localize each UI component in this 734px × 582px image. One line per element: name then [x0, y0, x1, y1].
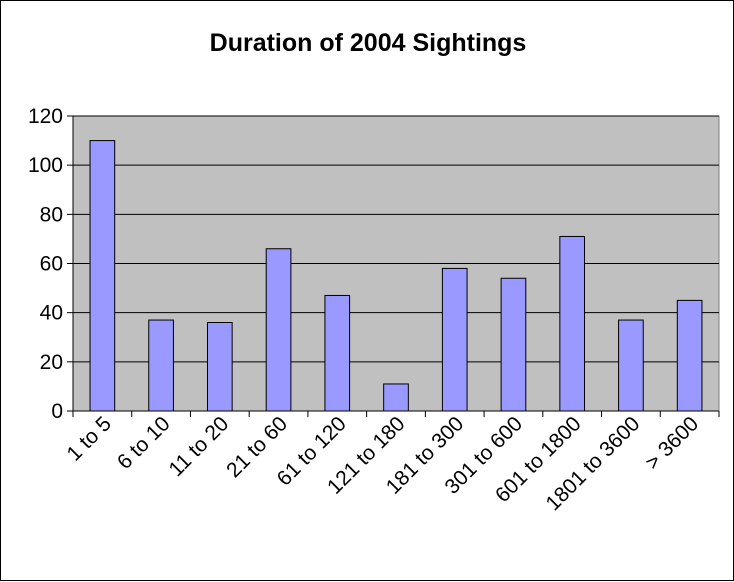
y-tick-label: 20 [40, 351, 63, 374]
bar [265, 248, 292, 412]
x-tick-label: > 3600 [641, 412, 703, 474]
y-tick-label: 120 [28, 105, 63, 128]
bar [441, 267, 468, 412]
bar [89, 140, 116, 412]
gridlines [73, 115, 719, 363]
bar [500, 277, 527, 412]
chart-title: Duration of 2004 Sightings [209, 29, 527, 57]
bar [324, 294, 351, 412]
y-tick-label: 0 [51, 400, 63, 423]
bars [89, 140, 703, 412]
bar [383, 383, 409, 412]
x-tick-label: 1 to 5 [62, 412, 115, 465]
bar [206, 322, 233, 412]
bar [559, 235, 586, 412]
x-tick-label: 11 to 20 [165, 412, 234, 481]
y-axis-ticks: 0 20 40 60 80 100 120 [28, 105, 73, 423]
y-tick-label: 60 [40, 253, 63, 276]
y-tick-label: 80 [40, 203, 63, 226]
y-tick-label: 40 [40, 302, 63, 325]
y-tick-label: 100 [28, 154, 63, 177]
bar [618, 319, 644, 412]
bar [148, 319, 174, 412]
bar [676, 299, 703, 412]
